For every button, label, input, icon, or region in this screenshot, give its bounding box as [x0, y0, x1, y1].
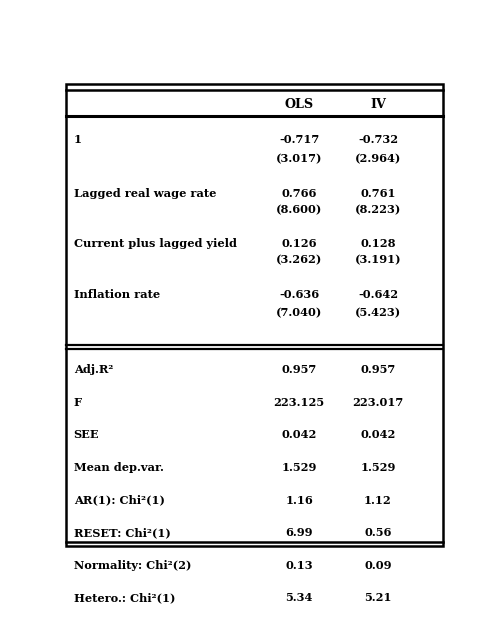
Text: (8.600): (8.600) — [276, 205, 322, 215]
Text: -0.642: -0.642 — [358, 289, 398, 300]
Text: F: F — [74, 397, 82, 407]
Text: 0.126: 0.126 — [281, 238, 317, 249]
Text: (3.191): (3.191) — [355, 254, 401, 266]
Text: OLS: OLS — [284, 98, 314, 111]
Text: 1.12: 1.12 — [364, 495, 392, 506]
Text: -0.636: -0.636 — [279, 289, 319, 300]
Text: 0.128: 0.128 — [360, 238, 396, 249]
Text: RESET: Chi²(1): RESET: Chi²(1) — [74, 527, 170, 538]
Text: SEE: SEE — [74, 429, 99, 440]
Text: -0.732: -0.732 — [358, 134, 398, 145]
Text: 0.957: 0.957 — [281, 364, 317, 375]
Text: 0.56: 0.56 — [364, 527, 392, 538]
Text: (7.040): (7.040) — [276, 308, 322, 319]
Text: 1.529: 1.529 — [360, 462, 396, 473]
Text: 0.957: 0.957 — [360, 364, 396, 375]
Text: 0.761: 0.761 — [360, 188, 396, 199]
Text: 223.017: 223.017 — [352, 397, 404, 407]
Text: Normality: Chi²(2): Normality: Chi²(2) — [74, 560, 191, 571]
Text: IV: IV — [370, 98, 386, 111]
Text: 6.99: 6.99 — [285, 527, 313, 538]
Text: (3.017): (3.017) — [276, 153, 322, 164]
Text: 0.13: 0.13 — [285, 560, 313, 571]
Text: 0.042: 0.042 — [281, 429, 317, 440]
Text: (3.262): (3.262) — [276, 254, 322, 266]
Text: Hetero.: Chi²(1): Hetero.: Chi²(1) — [74, 592, 175, 604]
Text: 0.766: 0.766 — [281, 188, 317, 199]
Text: Adj.R²: Adj.R² — [74, 364, 113, 375]
Text: (2.964): (2.964) — [355, 153, 401, 164]
Text: 1.529: 1.529 — [281, 462, 317, 473]
FancyBboxPatch shape — [66, 84, 443, 546]
Text: AR(1): Chi²(1): AR(1): Chi²(1) — [74, 495, 165, 506]
Text: 0.042: 0.042 — [360, 429, 396, 440]
Text: Mean dep.var.: Mean dep.var. — [74, 462, 164, 473]
Text: (5.423): (5.423) — [355, 308, 401, 319]
Text: Lagged real wage rate: Lagged real wage rate — [74, 188, 216, 199]
Text: 1: 1 — [74, 134, 82, 145]
Text: 0.09: 0.09 — [364, 560, 392, 571]
Text: -0.717: -0.717 — [279, 134, 319, 145]
Text: 1.16: 1.16 — [285, 495, 313, 506]
Text: 223.125: 223.125 — [273, 397, 325, 407]
Text: Current plus lagged yield: Current plus lagged yield — [74, 238, 237, 249]
Text: (8.223): (8.223) — [355, 205, 401, 215]
Text: Inflation rate: Inflation rate — [74, 289, 160, 300]
Text: 5.21: 5.21 — [364, 592, 392, 604]
Text: 5.34: 5.34 — [285, 592, 313, 604]
